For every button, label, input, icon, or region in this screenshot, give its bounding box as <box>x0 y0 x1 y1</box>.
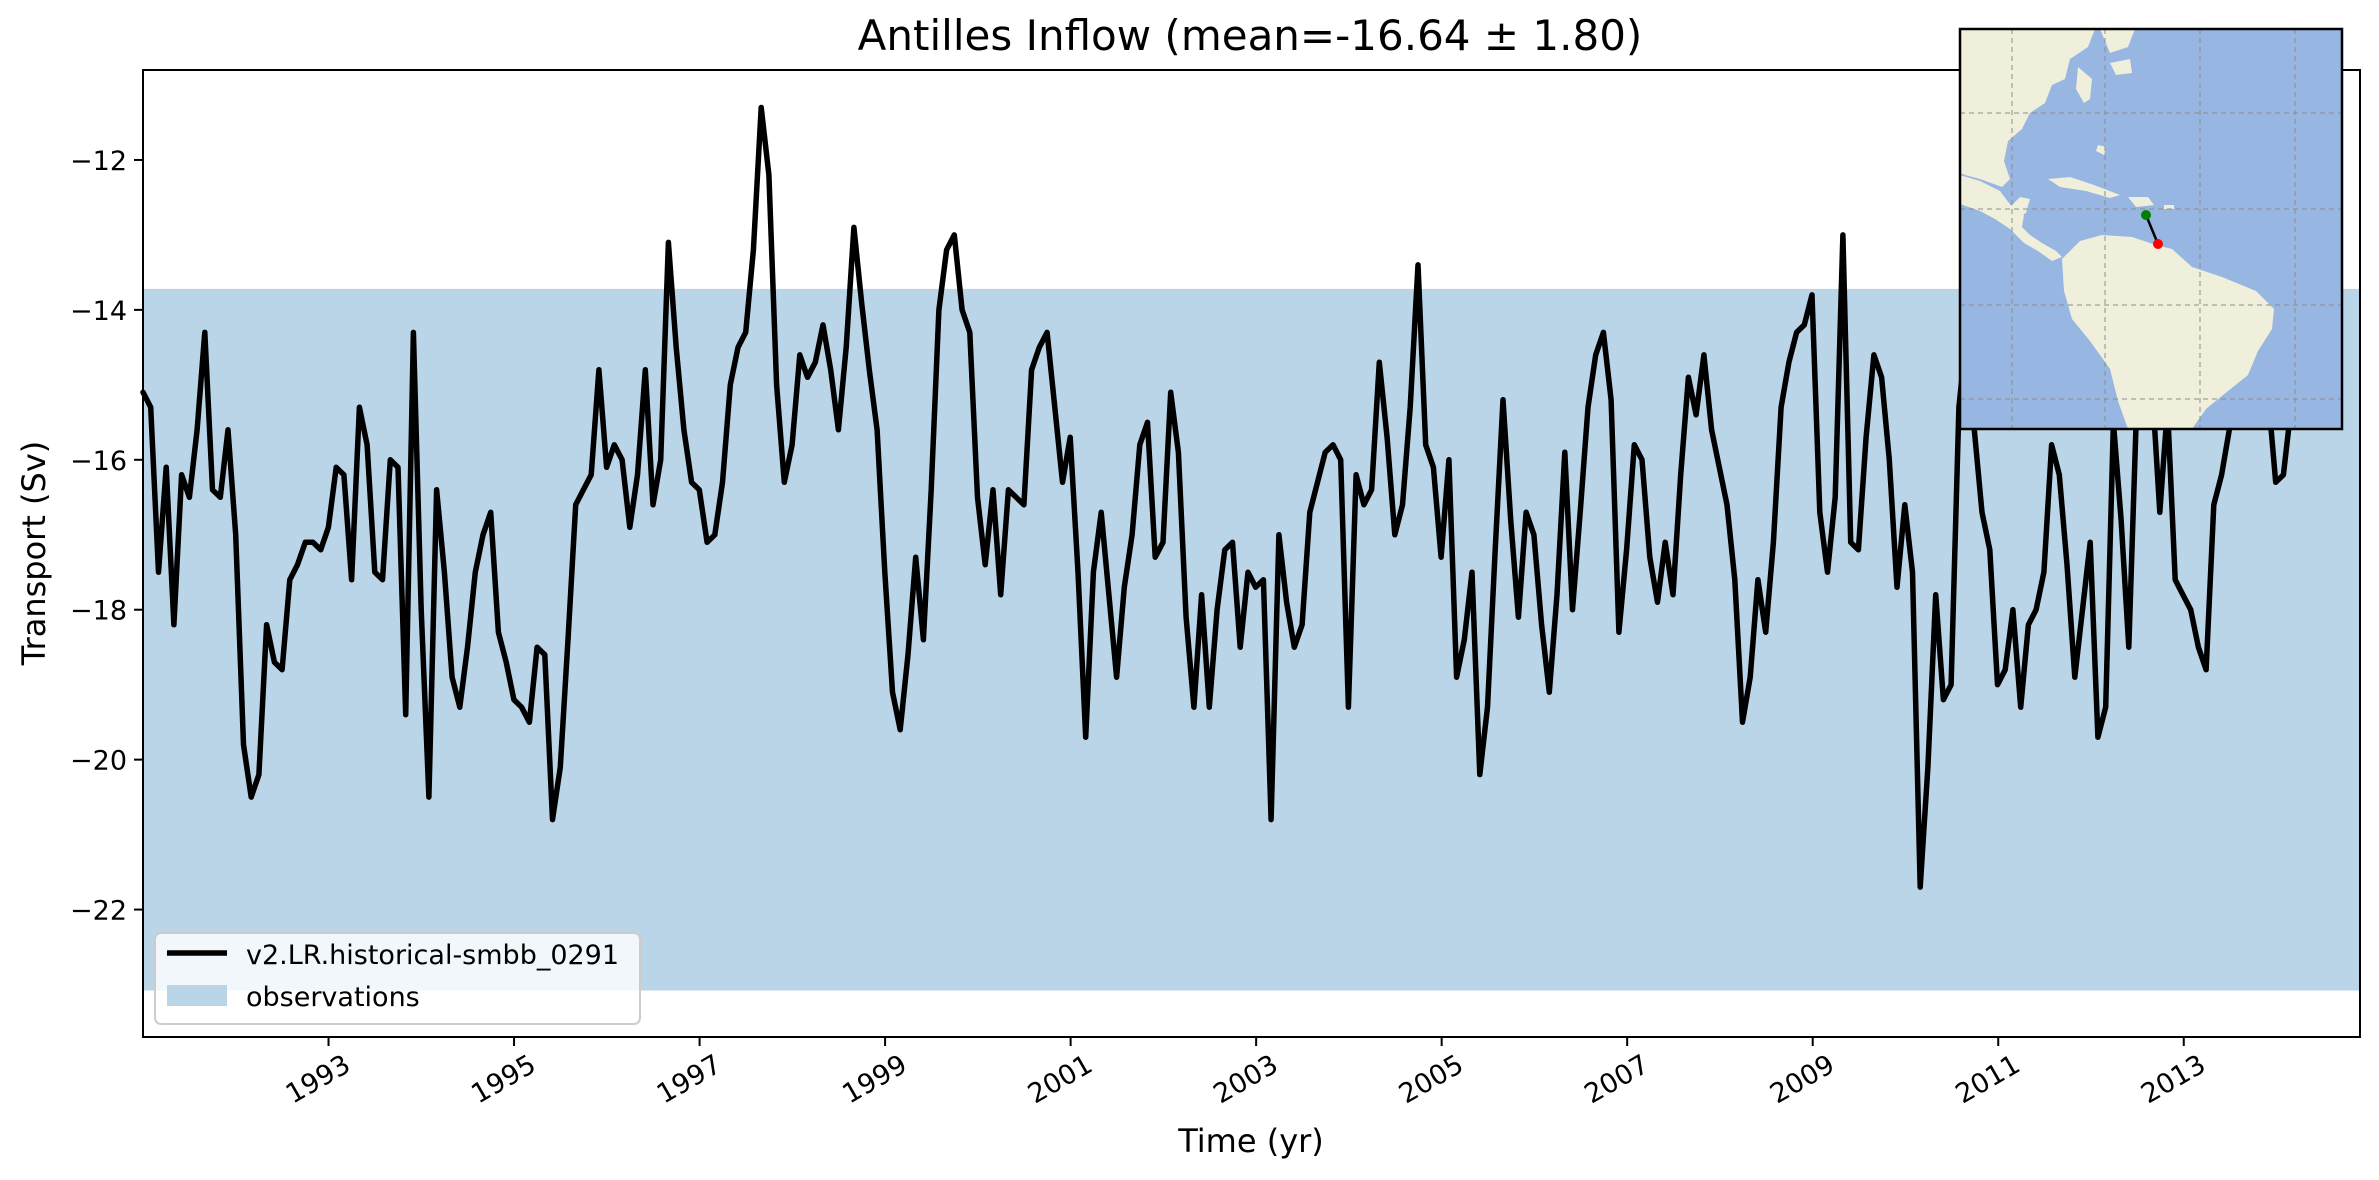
plot-frame <box>142 69 2361 1038</box>
inset-gridlines <box>1960 29 2342 429</box>
legend: v2.LR.historical-smbb_0291 observations <box>154 932 641 1025</box>
y-tick-label: −18 <box>70 596 127 627</box>
y-tick-label: −14 <box>70 296 127 327</box>
x-axis-label: Time (yr) <box>1177 1122 1324 1160</box>
section-start-point <box>2141 210 2151 220</box>
y-axis-ticks: −22 −20 −18 −16 −14 −12 <box>70 146 143 927</box>
inset-frame <box>1958 27 2344 431</box>
legend-band-swatch <box>167 985 227 1006</box>
legend-observations-label: observations <box>246 982 420 1013</box>
chart-title: Antilles Inflow (mean=-16.64 ± 1.80) <box>858 11 1643 60</box>
inset-land <box>1960 29 2274 429</box>
y-tick-label: −22 <box>70 896 127 927</box>
legend-frame <box>154 932 641 1025</box>
y-tick-label: −12 <box>70 146 127 177</box>
inset-map <box>1958 27 2344 431</box>
y-axis-label: Transport (Sv) <box>15 441 53 667</box>
y-tick-label: −20 <box>70 746 127 777</box>
section-line <box>2144 214 2160 245</box>
section-end-point <box>2153 239 2163 249</box>
y-tick-label: −16 <box>70 446 127 477</box>
legend-series-label: v2.LR.historical-smbb_0291 <box>246 940 619 971</box>
